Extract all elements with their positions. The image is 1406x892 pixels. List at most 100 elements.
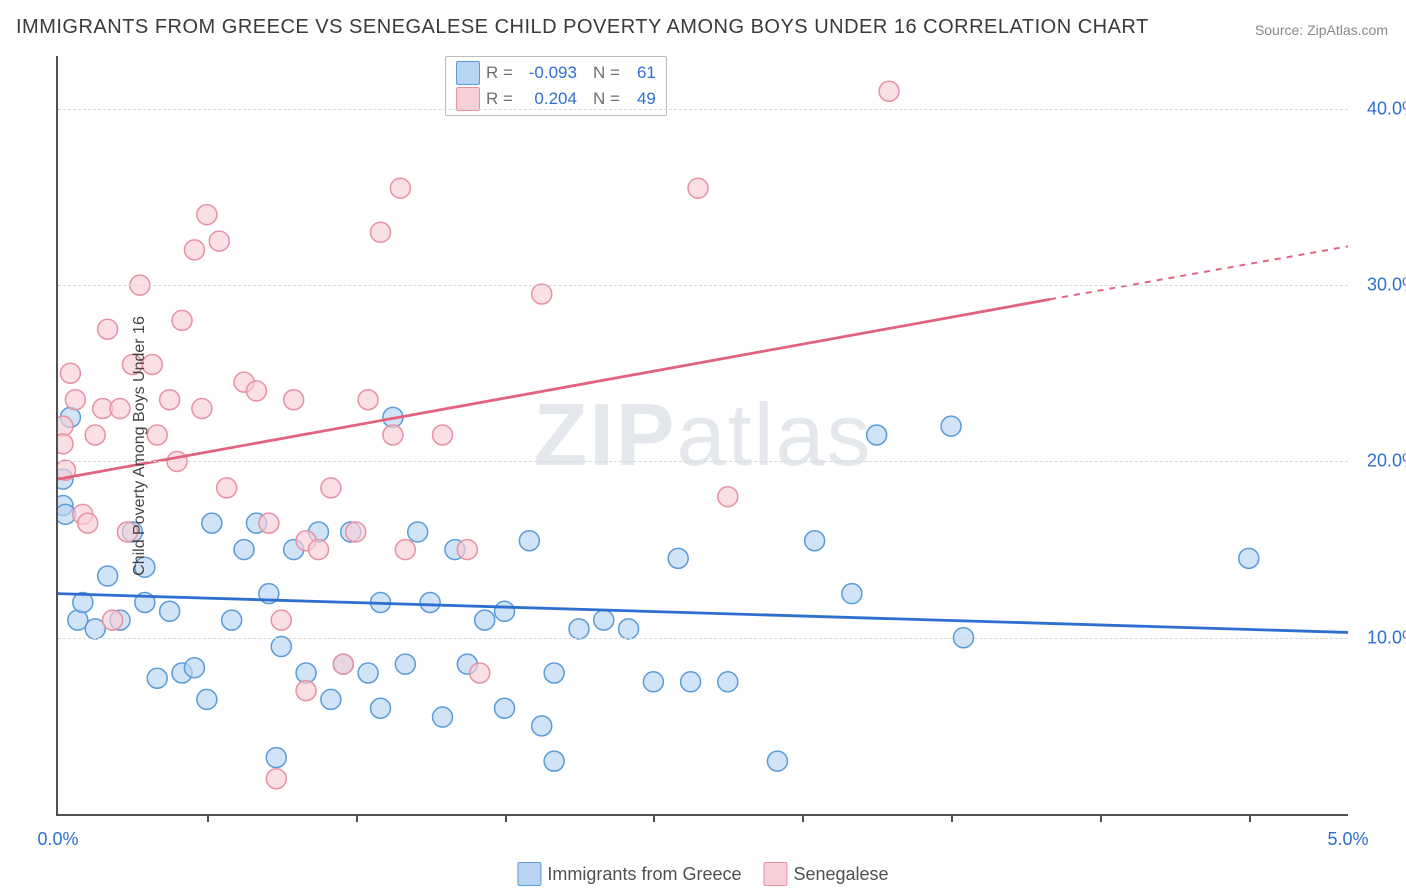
legend-row: R =-0.093N =61 [456,61,656,85]
data-point [222,610,242,630]
data-point [296,681,316,701]
data-point [321,478,341,498]
data-point [346,522,366,542]
stat-label-n: N = [593,89,620,109]
data-point [172,310,192,330]
data-point [668,548,688,568]
data-point [184,658,204,678]
data-point [234,540,254,560]
x-tick [207,814,209,822]
legend-item: Senegalese [763,862,888,886]
plot-svg [58,56,1348,814]
y-tick-label: 30.0% [1358,275,1406,296]
data-point [544,751,564,771]
data-point [358,663,378,683]
data-point [321,689,341,709]
data-point [58,434,73,454]
legend-item: Immigrants from Greece [517,862,741,886]
data-point [85,425,105,445]
data-point [266,769,286,789]
stat-value-n: 49 [626,89,656,109]
data-point [594,610,614,630]
data-point [688,178,708,198]
data-point [333,654,353,674]
data-point [147,425,167,445]
data-point [209,231,229,251]
data-point [805,531,825,551]
data-point [643,672,663,692]
x-tick [505,814,507,822]
gridline [58,638,1348,639]
data-point [308,540,328,560]
data-point [470,663,490,683]
data-point [433,425,453,445]
data-point [390,178,410,198]
data-point [266,748,286,768]
data-point [184,240,204,260]
data-point [160,390,180,410]
stat-label-r: R = [486,63,513,83]
data-point [98,319,118,339]
data-point [1239,548,1259,568]
gridline [58,109,1348,110]
data-point [192,399,212,419]
data-point [217,478,237,498]
stat-label-r: R = [486,89,513,109]
data-point [718,672,738,692]
data-point [867,425,887,445]
stat-value-r: 0.204 [519,89,577,109]
legend-swatch [763,862,787,886]
x-tick-label: 5.0% [1327,829,1368,850]
data-point [879,81,899,101]
data-point [544,663,564,683]
data-point [271,610,291,630]
data-point [259,513,279,533]
data-point [519,531,539,551]
data-point [433,707,453,727]
data-point [532,284,552,304]
data-point [941,416,961,436]
data-point [271,637,291,657]
y-tick-label: 40.0% [1358,98,1406,119]
data-point [842,584,862,604]
x-tick [653,814,655,822]
data-point [495,698,515,718]
y-tick-label: 20.0% [1358,451,1406,472]
data-point [160,601,180,621]
legend-swatch [456,87,480,111]
chart-title: IMMIGRANTS FROM GREECE VS SENEGALESE CHI… [16,16,1149,39]
plot-area: ZIPatlas R =-0.093N =61R =0.204N =49 10.… [56,56,1348,816]
data-point [197,205,217,225]
x-tick [802,814,804,822]
data-point [103,610,123,630]
y-axis-label: Child Poverty Among Boys Under 16 [131,316,149,576]
legend-label: Senegalese [793,864,888,885]
x-tick-label: 0.0% [37,829,78,850]
data-point [98,566,118,586]
data-point [619,619,639,639]
gridline [58,461,1348,462]
data-point [495,601,515,621]
data-point [475,610,495,630]
data-point [395,540,415,560]
data-point [420,592,440,612]
data-point [202,513,222,533]
data-point [569,619,589,639]
legend-swatch [517,862,541,886]
trend-line [58,594,1348,633]
data-point [767,751,787,771]
y-tick-label: 10.0% [1358,627,1406,648]
data-point [371,698,391,718]
stat-value-n: 61 [626,63,656,83]
legend-swatch [456,61,480,85]
legend-label: Immigrants from Greece [547,864,741,885]
data-point [383,425,403,445]
data-point [78,513,98,533]
data-point [457,540,477,560]
correlation-legend: R =-0.093N =61R =0.204N =49 [445,56,667,116]
data-point [58,416,73,436]
stat-value-r: -0.093 [519,63,577,83]
data-point [371,222,391,242]
gridline [58,285,1348,286]
trend-line-extension [1050,246,1348,299]
